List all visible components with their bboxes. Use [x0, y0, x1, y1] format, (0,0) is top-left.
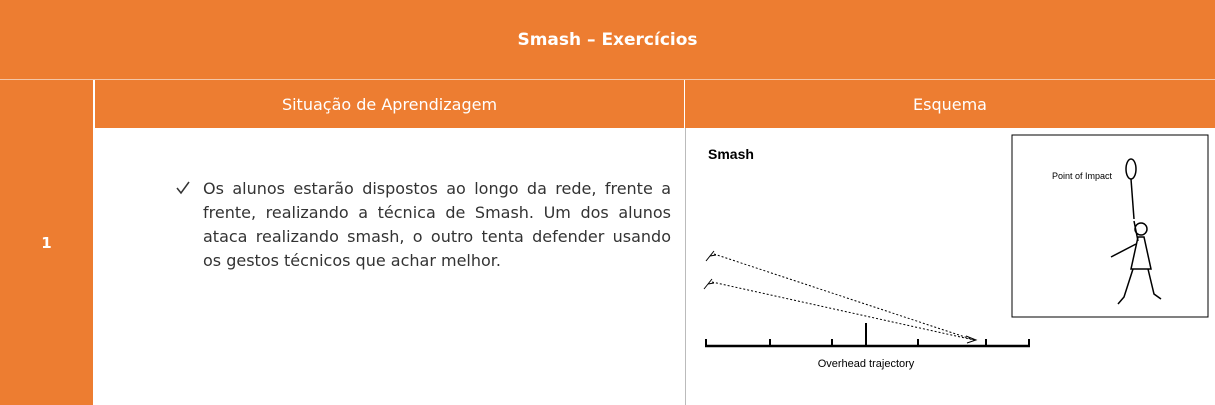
column-header: Esquema: [685, 80, 1215, 128]
exercise-number: 1: [0, 80, 95, 405]
trajectory-label: Overhead trajectory: [818, 358, 915, 370]
exercise-description: Os alunos estarão dispostos ao longo da …: [203, 179, 671, 270]
column-divider: [685, 128, 686, 405]
impact-label: Point of Impact: [1052, 171, 1113, 181]
column-header: Situação de Aprendizagem: [95, 80, 685, 128]
smash-diagram: Smash Overhead trajectory Point of Impac…: [703, 134, 1209, 370]
table-title: Smash – Exercícios: [0, 0, 1215, 80]
diagram-title: Smash: [708, 146, 754, 162]
check-bullet: [176, 181, 190, 195]
